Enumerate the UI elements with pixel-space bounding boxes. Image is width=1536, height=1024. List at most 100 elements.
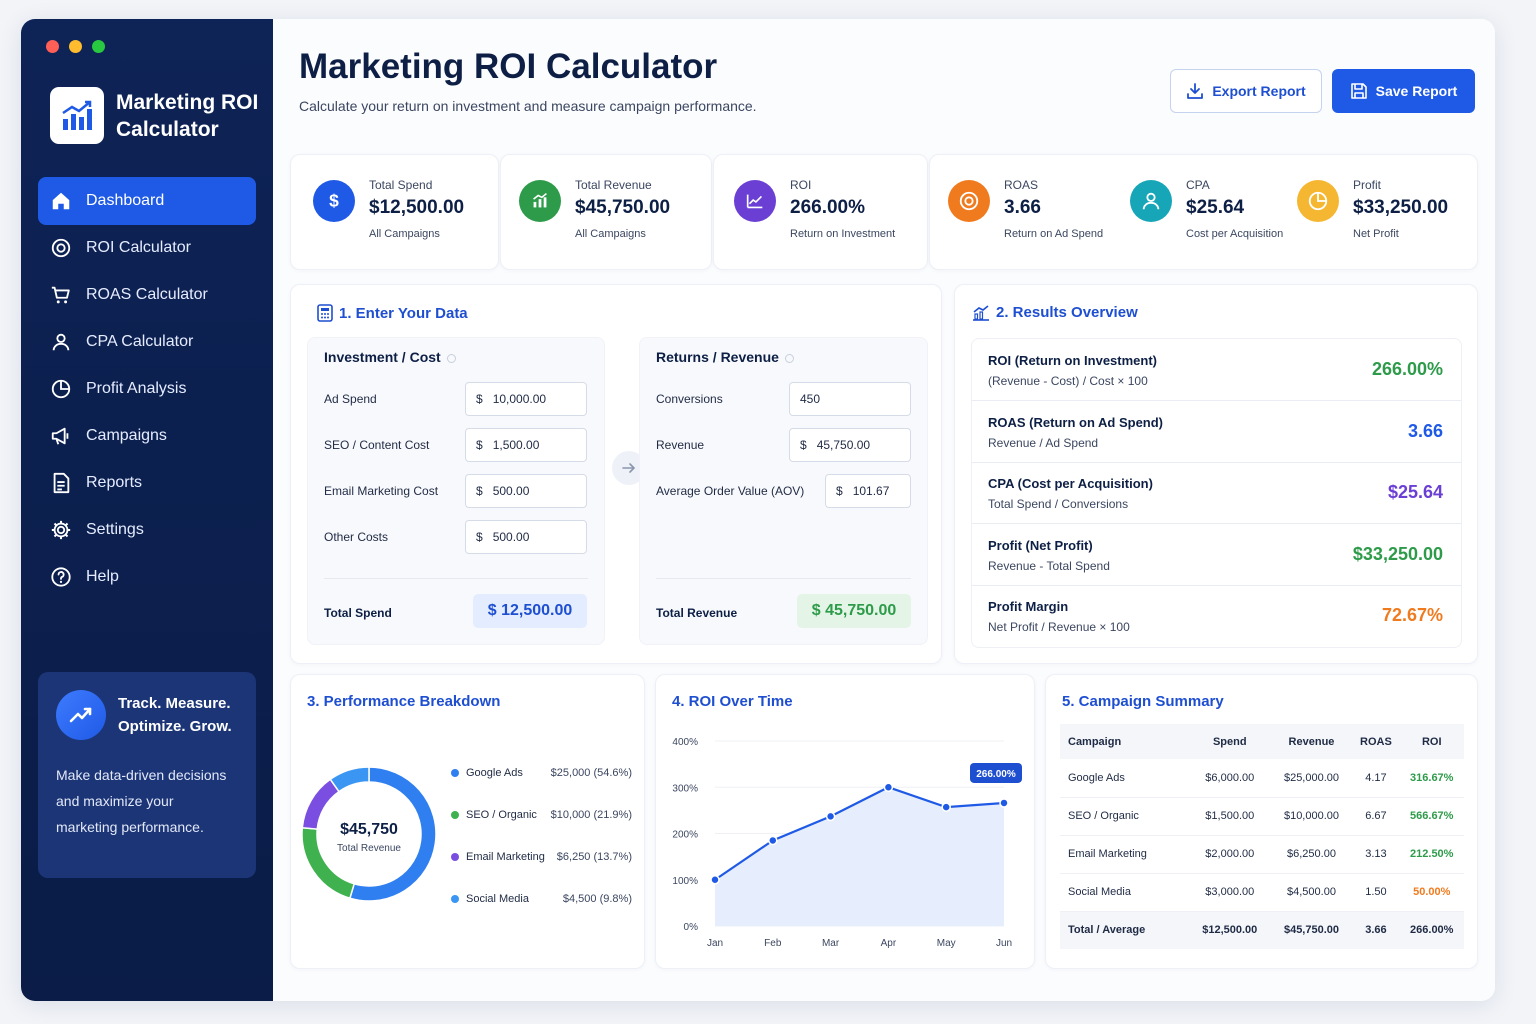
sidebar-item-campaigns[interactable]: Campaigns bbox=[38, 412, 256, 460]
minimize-window-button[interactable] bbox=[69, 40, 82, 53]
save-icon bbox=[1350, 83, 1367, 99]
table-cell: Google Ads bbox=[1060, 759, 1189, 798]
x-tick-label: Jun bbox=[996, 938, 1012, 949]
table-cell: $6,000.00 bbox=[1188, 759, 1271, 798]
column-header[interactable]: Spend bbox=[1188, 724, 1271, 759]
sidebar-item-settings[interactable]: Settings bbox=[38, 506, 256, 554]
field-label: Email Marketing Cost bbox=[324, 484, 439, 498]
kpi-card-total-spend: $ Total Spend $12,500.00 All Campaigns bbox=[290, 154, 499, 270]
field-label: Ad Spend bbox=[324, 392, 377, 406]
sidebar-item-dashboard[interactable]: Dashboard bbox=[38, 177, 256, 225]
divider bbox=[656, 578, 911, 579]
table-total-row: Total / Average $12,500.00 $45,750.00 3.66 2… bbox=[1060, 911, 1464, 949]
legend-swatch bbox=[451, 853, 459, 861]
sidebar-item-roas-calculator[interactable]: ROAS Calculator bbox=[38, 271, 256, 319]
roi-line bbox=[714, 786, 1005, 881]
x-tick-label: Jan bbox=[707, 938, 723, 949]
field-label: Other Costs bbox=[324, 530, 389, 544]
investment-heading: Investment / Cost bbox=[324, 349, 456, 365]
window-controls bbox=[46, 40, 105, 53]
table-total-cell: $12,500.00 bbox=[1188, 911, 1271, 949]
field-value: 101.67 bbox=[852, 484, 890, 498]
result-formula: Net Profit / Revenue × 100 bbox=[988, 620, 1130, 634]
sidebar-item-label: Help bbox=[86, 568, 119, 585]
export-report-button[interactable]: Export Report bbox=[1170, 69, 1322, 113]
roi-chart-heading: 4. ROI Over Time bbox=[672, 693, 793, 710]
donut-center: $45,750 Total Revenue bbox=[315, 821, 423, 854]
investment-field-0[interactable]: $10,000.00 bbox=[465, 382, 587, 416]
result-title: Profit (Net Profit) bbox=[988, 537, 1093, 553]
kpi-sub: Return on Investment bbox=[790, 228, 896, 240]
returns-field-2[interactable]: $101.67 bbox=[825, 474, 911, 508]
legend-amount: $25,000 (54.6%) bbox=[550, 767, 632, 779]
campaign-table: Campaign Spend Revenue ROAS ROI Google Ads $6,… bbox=[1060, 724, 1464, 949]
legend-item: Google Ads $25,000 (54.6%) bbox=[451, 767, 632, 779]
donut-slice-social-media[interactable] bbox=[329, 766, 370, 793]
column-header[interactable]: ROI bbox=[1399, 724, 1464, 759]
legend-label: Google Ads bbox=[466, 767, 523, 779]
table-row[interactable]: Email Marketing $2,000.00 $6,250.00 3.13 212… bbox=[1060, 835, 1464, 874]
column-header[interactable]: ROAS bbox=[1352, 724, 1400, 759]
table-cell: $25,000.00 bbox=[1270, 759, 1353, 798]
annotation-badge bbox=[970, 762, 1022, 783]
table-row[interactable]: Google Ads $6,000.00 $25,000.00 4.17 316.67% bbox=[1060, 759, 1464, 798]
field-label: Average Order Value (AOV) bbox=[656, 484, 805, 498]
brand-title: Marketing ROI Calculator bbox=[116, 90, 259, 141]
data-point-apr bbox=[883, 782, 894, 792]
sidebar: Marketing ROI Calculator Dashboard ROI Ca… bbox=[21, 19, 273, 1001]
column-header[interactable]: Revenue bbox=[1270, 724, 1353, 759]
investment-field-3[interactable]: $500.00 bbox=[465, 520, 587, 554]
kpi-value: 3.66 bbox=[1004, 197, 1041, 218]
investment-title: Investment / Cost bbox=[324, 349, 441, 365]
info-icon[interactable] bbox=[784, 353, 794, 363]
table-row[interactable]: Social Media $3,000.00 $4,500.00 1.50 50.00% bbox=[1060, 873, 1464, 912]
sidebar-item-roi-calculator[interactable]: ROI Calculator bbox=[38, 224, 256, 272]
promo-card: Track. Measure. Optimize. Grow. Make dat… bbox=[38, 672, 256, 878]
table-cell: Email Marketing bbox=[1060, 835, 1189, 874]
table-cell: 316.67% bbox=[1399, 759, 1464, 798]
table-cell: 3.13 bbox=[1352, 835, 1400, 874]
returns-field-0[interactable]: 450 bbox=[789, 382, 911, 416]
table-cell: $10,000.00 bbox=[1270, 797, 1353, 836]
kpi-sub: Return on Ad Spend bbox=[1004, 228, 1104, 240]
table-cell: 1.50 bbox=[1352, 873, 1400, 912]
export-report-label: Export Report bbox=[1212, 83, 1306, 99]
column-header[interactable]: Campaign bbox=[1060, 724, 1189, 759]
x-tick-label: May bbox=[937, 938, 956, 949]
result-value: $25.64 bbox=[1387, 482, 1443, 502]
investment-field-2[interactable]: $500.00 bbox=[465, 474, 587, 508]
roi-chart-panel: 4. ROI Over Time 0% 100% 200% 300% 400% Jan Fe… bbox=[655, 674, 1035, 969]
returns-panel: Returns / Revenue Conversions 450 Revenue $… bbox=[639, 337, 928, 645]
sidebar-item-cpa-calculator[interactable]: CPA Calculator bbox=[38, 318, 256, 366]
data-point-jun bbox=[999, 798, 1009, 808]
help-icon bbox=[50, 566, 72, 588]
investment-field-1[interactable]: $1,500.00 bbox=[465, 428, 587, 462]
save-report-button[interactable]: Save Report bbox=[1332, 69, 1475, 113]
data-point-feb bbox=[768, 835, 778, 846]
field-value: 10,000.00 bbox=[492, 392, 547, 406]
enter-data-panel: 1. Enter Your Data Investment / Cost Ad … bbox=[290, 284, 942, 664]
returns-field-1[interactable]: $45,750.00 bbox=[789, 428, 911, 462]
sidebar-item-reports[interactable]: Reports bbox=[38, 459, 256, 507]
sidebar-item-help[interactable]: Help bbox=[38, 553, 256, 601]
close-window-button[interactable] bbox=[46, 40, 59, 53]
legend-swatch bbox=[451, 769, 459, 777]
sidebar-item-profit-analysis[interactable]: Profit Analysis bbox=[38, 365, 256, 413]
maximize-window-button[interactable] bbox=[92, 40, 105, 53]
brand[interactable]: Marketing ROI Calculator bbox=[50, 87, 266, 144]
kpi-label: ROI bbox=[790, 178, 812, 192]
legend-label: SEO / Organic bbox=[466, 809, 537, 821]
kpi-card-group: ROAS 3.66 Return on Ad Spend CPA $25.64 … bbox=[929, 154, 1478, 270]
currency-symbol: $ bbox=[476, 438, 483, 452]
results-heading: 2. Results Overview bbox=[972, 304, 1138, 321]
divider bbox=[324, 578, 588, 579]
returns-heading: Returns / Revenue bbox=[656, 349, 794, 365]
campaign-summary-heading: 5. Campaign Summary bbox=[1062, 693, 1224, 710]
kpi-card-total-revenue: Total Revenue $45,750.00 All Campaigns bbox=[500, 154, 712, 270]
results-panel: 2. Results Overview ROI (Return on Inves… bbox=[954, 284, 1478, 664]
table-row[interactable]: SEO / Organic $1,500.00 $10,000.00 6.67 566.… bbox=[1060, 797, 1464, 836]
info-icon[interactable] bbox=[446, 353, 456, 363]
result-row: ROI (Return on Investment) (Revenue - Co… bbox=[972, 339, 1461, 401]
kpi-total-spend: $ Total Spend $12,500.00 All Campaigns bbox=[313, 178, 464, 240]
pie-icon bbox=[50, 378, 72, 400]
